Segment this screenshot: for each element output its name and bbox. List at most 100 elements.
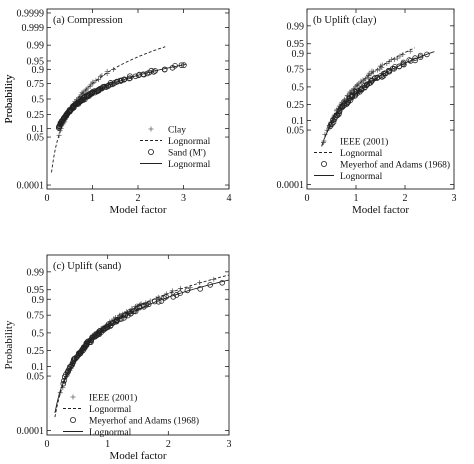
x-axis-label: Model factor: [109, 204, 166, 216]
x-tick-label: 2: [166, 439, 171, 450]
series-ieee-2001-point: [356, 81, 362, 87]
series-lognormal-line: [321, 47, 416, 147]
chart-panel-1: 0 1 2 3 4 0.0001 0.050.1 0.25 0.5 0.75 0.90.95 0.99…: [3, 8, 232, 216]
y-tick-label: 0.5: [32, 95, 45, 106]
series-lognormal-line: [54, 274, 229, 418]
series-meyerhof-and-adams-1968-point: [219, 279, 225, 286]
x-tick-label: 4: [227, 193, 232, 204]
chart-panel-2: 0 1 2 30.00010.050.10.250.50.750.90.950.99M…: [3, 8, 457, 216]
x-tick-label: 3: [181, 193, 186, 204]
legend-label: Lognormal: [168, 137, 211, 147]
series-ieee-2001-point: [360, 77, 366, 83]
legend-label: Sand (M'): [168, 148, 206, 159]
y-tick-label: 0.95: [27, 56, 45, 67]
x-tick-label: 1: [90, 193, 95, 204]
y-tick-label: 0.05: [27, 133, 45, 144]
series-ieee-2001-point: [169, 288, 175, 294]
y-tick-label: 0.95: [27, 285, 45, 296]
series-meyerhof-and-adams-1968-point: [61, 377, 67, 384]
series-meyerhof-and-adams-1968-point: [417, 54, 424, 60]
y-tick-label: 0.5: [32, 328, 45, 339]
series-meyerhof-and-adams-1968-point: [85, 338, 91, 345]
y-tick-label: 0.99: [27, 41, 45, 52]
panel-title: (c) Uplift (sand): [53, 261, 122, 272]
series-sand-m-point: [107, 80, 114, 86]
series-meyerhof-and-adams-1968-point: [336, 108, 343, 114]
x-axis-label: Model factor: [352, 204, 409, 216]
legend-label: Lognormal: [89, 405, 132, 415]
legend-plus-symbol: [321, 138, 327, 144]
series-clay-point: [99, 73, 105, 79]
series-lognormal-line: [54, 279, 229, 413]
plot-frame: [306, 8, 455, 190]
series-meyerhof-and-adams-1968-point: [424, 51, 430, 58]
y-tick-label: 0.25: [27, 346, 45, 357]
x-tick-label: 2: [403, 193, 408, 204]
legend-label: Clay: [168, 126, 186, 136]
series-meyerhof-and-adams-1968-point: [145, 301, 152, 308]
panel-title: (b Uplift (clay): [313, 15, 377, 26]
y-axis-label: Probability: [3, 74, 15, 123]
legend-label: Meyerhof and Adams (1968): [89, 416, 199, 427]
legend-label: Meyerhof and Adams (1968): [340, 160, 450, 171]
x-tick-label: 0: [45, 439, 50, 450]
legend-plus-symbol: [70, 394, 76, 400]
y-tick-label: 0.9999: [17, 8, 45, 19]
x-tick-label: 2: [136, 193, 141, 204]
y-tick-label: 0.95: [287, 39, 305, 50]
y-tick-label: 0.1: [32, 362, 45, 373]
y-tick-label: 0.75: [27, 79, 45, 90]
series-lognormal-line: [57, 63, 186, 129]
panel-title: (a) Compression: [53, 15, 123, 26]
x-tick-label: 1: [354, 193, 359, 204]
y-tick-label: 0.99: [27, 267, 45, 278]
y-tick-label: 0.9: [32, 65, 45, 76]
legend-label: Lognormal: [89, 428, 132, 438]
legend-plus-symbol: [148, 126, 154, 132]
y-tick-label: 0.25: [287, 100, 305, 111]
y-tick-label: 0.0001: [17, 181, 45, 192]
chart-panel-3: 0 1 2 3 0.0001 0.050.1 0.25 0.5 0.75 0.90.95 0.99 M…: [3, 254, 232, 462]
series-meyerhof-and-adams-1968-point: [68, 363, 74, 369]
series-meyerhof-and-adams-1968-point: [341, 101, 348, 107]
series-meyerhof-and-adams-1968-point: [349, 92, 356, 99]
x-tick-label: 3: [227, 439, 232, 450]
y-tick-label: 0.0001: [17, 426, 45, 437]
series-sand-m-point: [111, 80, 117, 87]
legend-label: Lognormal: [168, 160, 211, 170]
y-tick-label: 0.0001: [277, 180, 305, 191]
legend-label: Lognormal: [340, 149, 383, 159]
series-clay-point: [111, 66, 117, 72]
y-tick-label: 0.1: [292, 116, 305, 127]
legend-label: IEEE (2001): [89, 393, 137, 404]
x-tick-label: 0: [305, 193, 310, 204]
series-meyerhof-and-adams-1968-point: [352, 89, 359, 95]
y-tick-label: 0.999: [22, 23, 45, 34]
y-tick-label: 0.05: [287, 126, 305, 137]
y-tick-label: 0.75: [287, 65, 305, 76]
series-meyerhof-and-adams-1968-point: [197, 286, 203, 292]
legend-circle-symbol: [70, 416, 77, 423]
series-sand-m-point: [114, 79, 120, 85]
y-axis-label: Probability: [3, 74, 15, 123]
series-sand-m-point: [152, 68, 158, 74]
series-meyerhof-and-adams-1968-point: [412, 57, 418, 64]
x-tick-label: 0: [45, 193, 50, 204]
y-tick-label: 0.5: [292, 82, 305, 93]
series-meyerhof-and-adams-1968-point: [177, 290, 183, 297]
y-tick-label: 0.05: [27, 372, 45, 383]
legend-circle-symbol: [320, 160, 327, 167]
legend-label: Lognormal: [340, 172, 383, 182]
y-tick-label: 0.1: [32, 124, 45, 135]
series-clay-point: [93, 78, 99, 84]
y-tick-label: 0.75: [27, 311, 45, 322]
y-tick-label: 0.99: [287, 21, 305, 32]
plot-frame: [46, 254, 230, 436]
x-tick-label: 3: [452, 193, 457, 204]
x-axis-label: Model factor: [109, 450, 166, 462]
series-clay-point: [81, 89, 87, 95]
